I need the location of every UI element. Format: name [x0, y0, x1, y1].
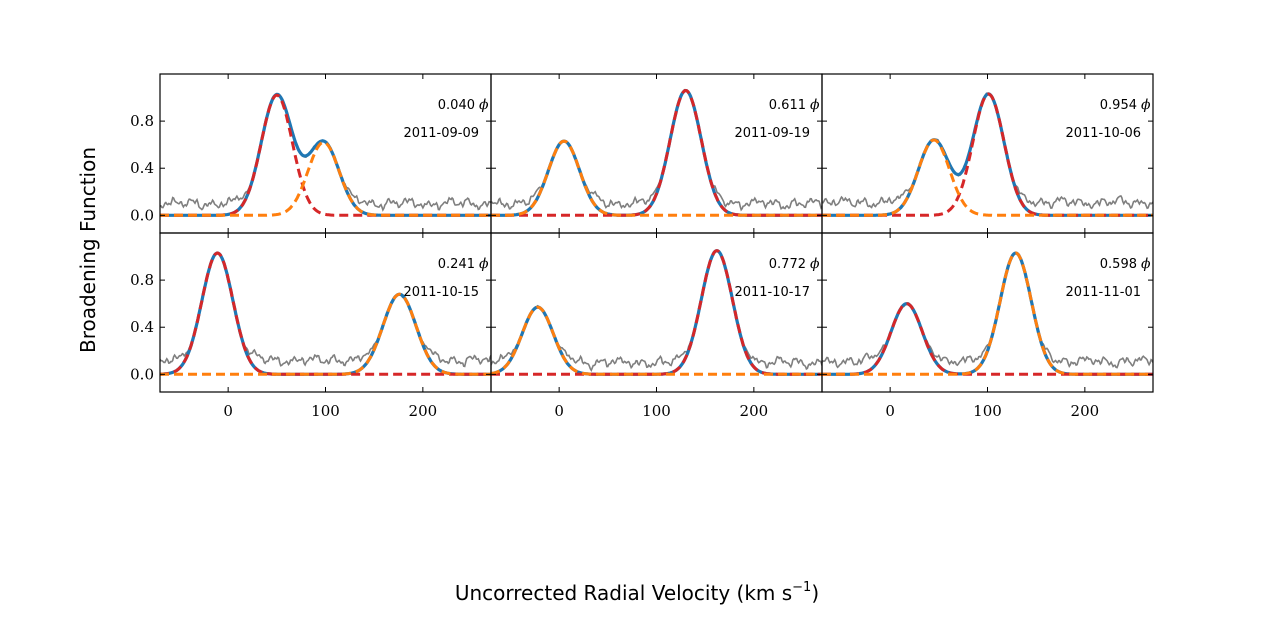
phase-symbol: ϕ	[810, 97, 820, 113]
phase-label: 0.772	[769, 257, 806, 272]
x-tick-label: 0	[223, 402, 233, 420]
component-2-line	[491, 139, 822, 217]
plot-area	[822, 92, 1153, 217]
component-2-line	[491, 305, 822, 376]
x-axis-title-superscript: −1	[792, 580, 811, 595]
date-label: 2011-10-17	[734, 285, 810, 300]
plot-area	[822, 251, 1153, 376]
y-tick-label: 0.4	[130, 159, 154, 177]
component-1-line	[160, 251, 491, 376]
date-label: 2011-10-06	[1065, 126, 1141, 141]
y-tick-label: 0.8	[130, 271, 154, 289]
component-1-line	[160, 93, 491, 217]
x-tick-label: 200	[409, 402, 438, 420]
plot-area	[491, 249, 822, 376]
component-1-line	[822, 302, 1153, 376]
x-axis-title-main: Uncorrected Radial Velocity (km s	[455, 581, 792, 605]
component-2-line	[822, 251, 1153, 376]
x-tick-label: 200	[1071, 402, 1100, 420]
x-tick-label: 100	[973, 402, 1002, 420]
phase-label: 0.611	[769, 98, 806, 113]
x-tick-label: 100	[642, 402, 671, 420]
component-2-line	[822, 138, 1153, 217]
phase-label: 0.241	[438, 257, 475, 272]
phase-symbol: ϕ	[1141, 256, 1151, 272]
phase-label: 0.954	[1100, 98, 1137, 113]
plot-area	[160, 251, 491, 376]
plot-area	[491, 88, 822, 217]
y-tick-label: 0.4	[130, 318, 154, 336]
y-tick-label: 0.0	[130, 365, 154, 383]
plot-area	[160, 92, 491, 217]
component-2-line	[160, 140, 491, 217]
y-tick-label: 0.0	[130, 206, 154, 224]
date-label: 2011-09-19	[734, 126, 810, 141]
phase-label: 0.040	[438, 98, 475, 113]
y-axis-title: Broadening Function	[76, 147, 100, 353]
x-tick-label: 100	[311, 402, 340, 420]
phase-symbol: ϕ	[479, 97, 489, 113]
x-tick-label: 0	[554, 402, 564, 420]
observed-line	[822, 251, 1153, 369]
phase-label: 0.598	[1100, 257, 1137, 272]
component-2-line	[160, 292, 491, 376]
date-label: 2011-10-15	[403, 285, 479, 300]
x-tick-label: 0	[885, 402, 895, 420]
phase-symbol: ϕ	[479, 256, 489, 272]
x-axis-title: Uncorrected Radial Velocity (km s−1)	[455, 580, 819, 605]
x-tick-label: 200	[740, 402, 769, 420]
fit-total-line	[160, 92, 491, 217]
phase-symbol: ϕ	[810, 256, 820, 272]
date-label: 2011-11-01	[1065, 285, 1141, 300]
x-axis-title-close: )	[811, 581, 819, 605]
phase-symbol: ϕ	[1141, 97, 1151, 113]
y-tick-label: 0.8	[130, 112, 154, 130]
date-label: 2011-09-09	[403, 126, 479, 141]
